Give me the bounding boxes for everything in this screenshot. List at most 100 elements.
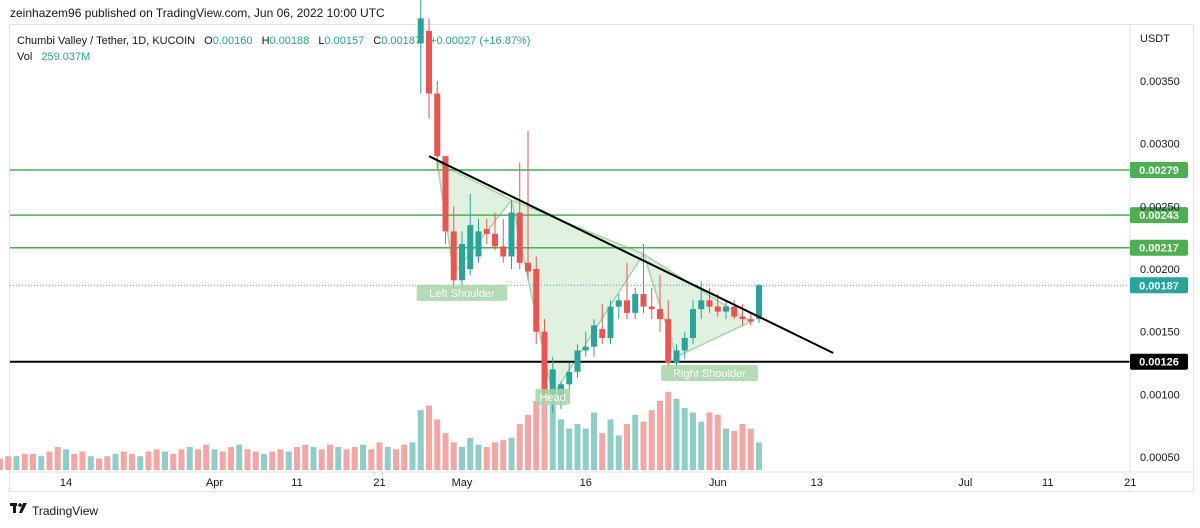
volume-bar: [632, 414, 639, 470]
volume-bar: [591, 412, 597, 470]
candle-body: [582, 346, 589, 351]
volume-bar: [624, 424, 630, 470]
volume-bar: [219, 451, 226, 470]
footer: TradingView: [10, 503, 98, 518]
y-tick-label: 0.00300: [1140, 139, 1180, 151]
x-tick-label: 14: [60, 477, 72, 489]
candle-body: [681, 337, 688, 351]
volume-bar: [302, 444, 309, 470]
volume-bar: [723, 428, 729, 470]
volume-bar: [731, 430, 738, 470]
volume-bar: [648, 410, 655, 470]
candle-body: [714, 306, 721, 312]
volume-bar: [360, 444, 366, 470]
candle-body: [434, 93, 441, 157]
x-tick-label: Jun: [709, 477, 727, 489]
volume-bar: [87, 456, 94, 470]
horizontal-levels: [10, 169, 1130, 363]
x-tick-label: 11: [1042, 477, 1053, 489]
pattern-label-box: [416, 284, 508, 301]
candle-body: [615, 300, 622, 307]
y-tick-label: 0.00250: [1140, 201, 1180, 213]
level-tag-label: 0.00126: [1139, 357, 1179, 369]
candle-body: [541, 331, 548, 395]
x-tick-label: 21: [373, 477, 385, 489]
volume-bar: [285, 451, 292, 470]
x-tick-label: 13: [811, 477, 823, 489]
volume-label: Vol: [17, 51, 33, 63]
candle-body: [648, 306, 655, 310]
time-axis: 14 Apr 11 21 May 16 Jun 13 Jul 11 21: [10, 471, 1193, 489]
volume-bar: [79, 451, 86, 470]
candle-body: [475, 231, 482, 257]
volume-bar: [269, 451, 276, 470]
volume-bar: [71, 453, 78, 470]
pattern-label-box: [661, 365, 758, 382]
candle-body: [467, 225, 474, 269]
candle-body: [747, 319, 754, 322]
volume-bar: [566, 428, 573, 470]
volume-bar: [409, 442, 416, 470]
candle-body: [483, 228, 490, 234]
volume-bar: [236, 444, 243, 470]
volume-bar: [401, 444, 408, 470]
candle-body: [549, 369, 556, 395]
volume-bar: [178, 449, 185, 470]
chart-legend: Chumbi Valley / Tether, 1D, KUCOIN O0.00…: [17, 33, 530, 65]
volume-bar: [459, 447, 465, 470]
candle-body: [632, 294, 639, 313]
volume-bar: [137, 456, 144, 470]
descending-trend-line: [428, 155, 834, 354]
candle-body: [426, 30, 432, 94]
level-tag-label: 0.00243: [1139, 210, 1179, 222]
candle-body: [459, 243, 465, 281]
volume-value: 259.037M: [41, 51, 91, 63]
candle-body: [690, 309, 696, 338]
volume-bar: [640, 421, 647, 470]
volume-bar: [508, 437, 515, 470]
candle-body: [698, 300, 705, 310]
candle-body: [533, 269, 540, 332]
pattern-labels: Left Shoulder Head Right Shoulder: [416, 284, 758, 405]
volume-bar: [516, 424, 523, 470]
volume-bar: [228, 447, 234, 470]
volume-bar: [211, 449, 218, 470]
low-label: L: [318, 35, 325, 47]
tradingview-brand[interactable]: TradingView: [32, 503, 99, 518]
volume-bar: [492, 442, 498, 470]
candle-body: [731, 306, 738, 317]
candle-body: [574, 350, 581, 372]
x-tick-label: May: [452, 477, 473, 489]
change-value: +0.00027 (+16.87%): [430, 35, 531, 47]
volume-bar: [607, 419, 614, 470]
volume-bar: [756, 442, 762, 470]
volume-bar: [747, 428, 754, 470]
candle-body: [624, 300, 630, 313]
volume-bar: [599, 433, 606, 470]
x-tick-label: Apr: [206, 477, 223, 489]
candle-body: [508, 212, 515, 257]
volume-bar: [310, 447, 317, 470]
volume-bar: [450, 442, 457, 470]
candle-body: [500, 246, 507, 257]
symbol-name[interactable]: Chumbi Valley / Tether, 1D, KUCOIN: [17, 35, 196, 47]
volume-bar: [368, 449, 375, 470]
volume-bar: [294, 447, 300, 470]
tradingview-logo-icon[interactable]: [10, 503, 28, 518]
x-tick-label: Jul: [958, 477, 972, 489]
volume-bar: [203, 444, 210, 470]
volume-bar: [475, 444, 482, 470]
volume-bar: [582, 428, 589, 470]
volume-bar: [706, 412, 713, 470]
y-tick-label: 0.00200: [1140, 264, 1180, 276]
level-tag: [1130, 161, 1188, 178]
volume-bar: [351, 447, 358, 470]
volume-bar: [261, 453, 267, 470]
x-tick-label: 16: [580, 477, 592, 489]
volume-bar: [38, 456, 45, 470]
low-value: 0.00157: [324, 35, 365, 47]
volume-bar: [104, 456, 111, 470]
level-tag: [1130, 239, 1188, 256]
volume-bar: [129, 453, 135, 470]
